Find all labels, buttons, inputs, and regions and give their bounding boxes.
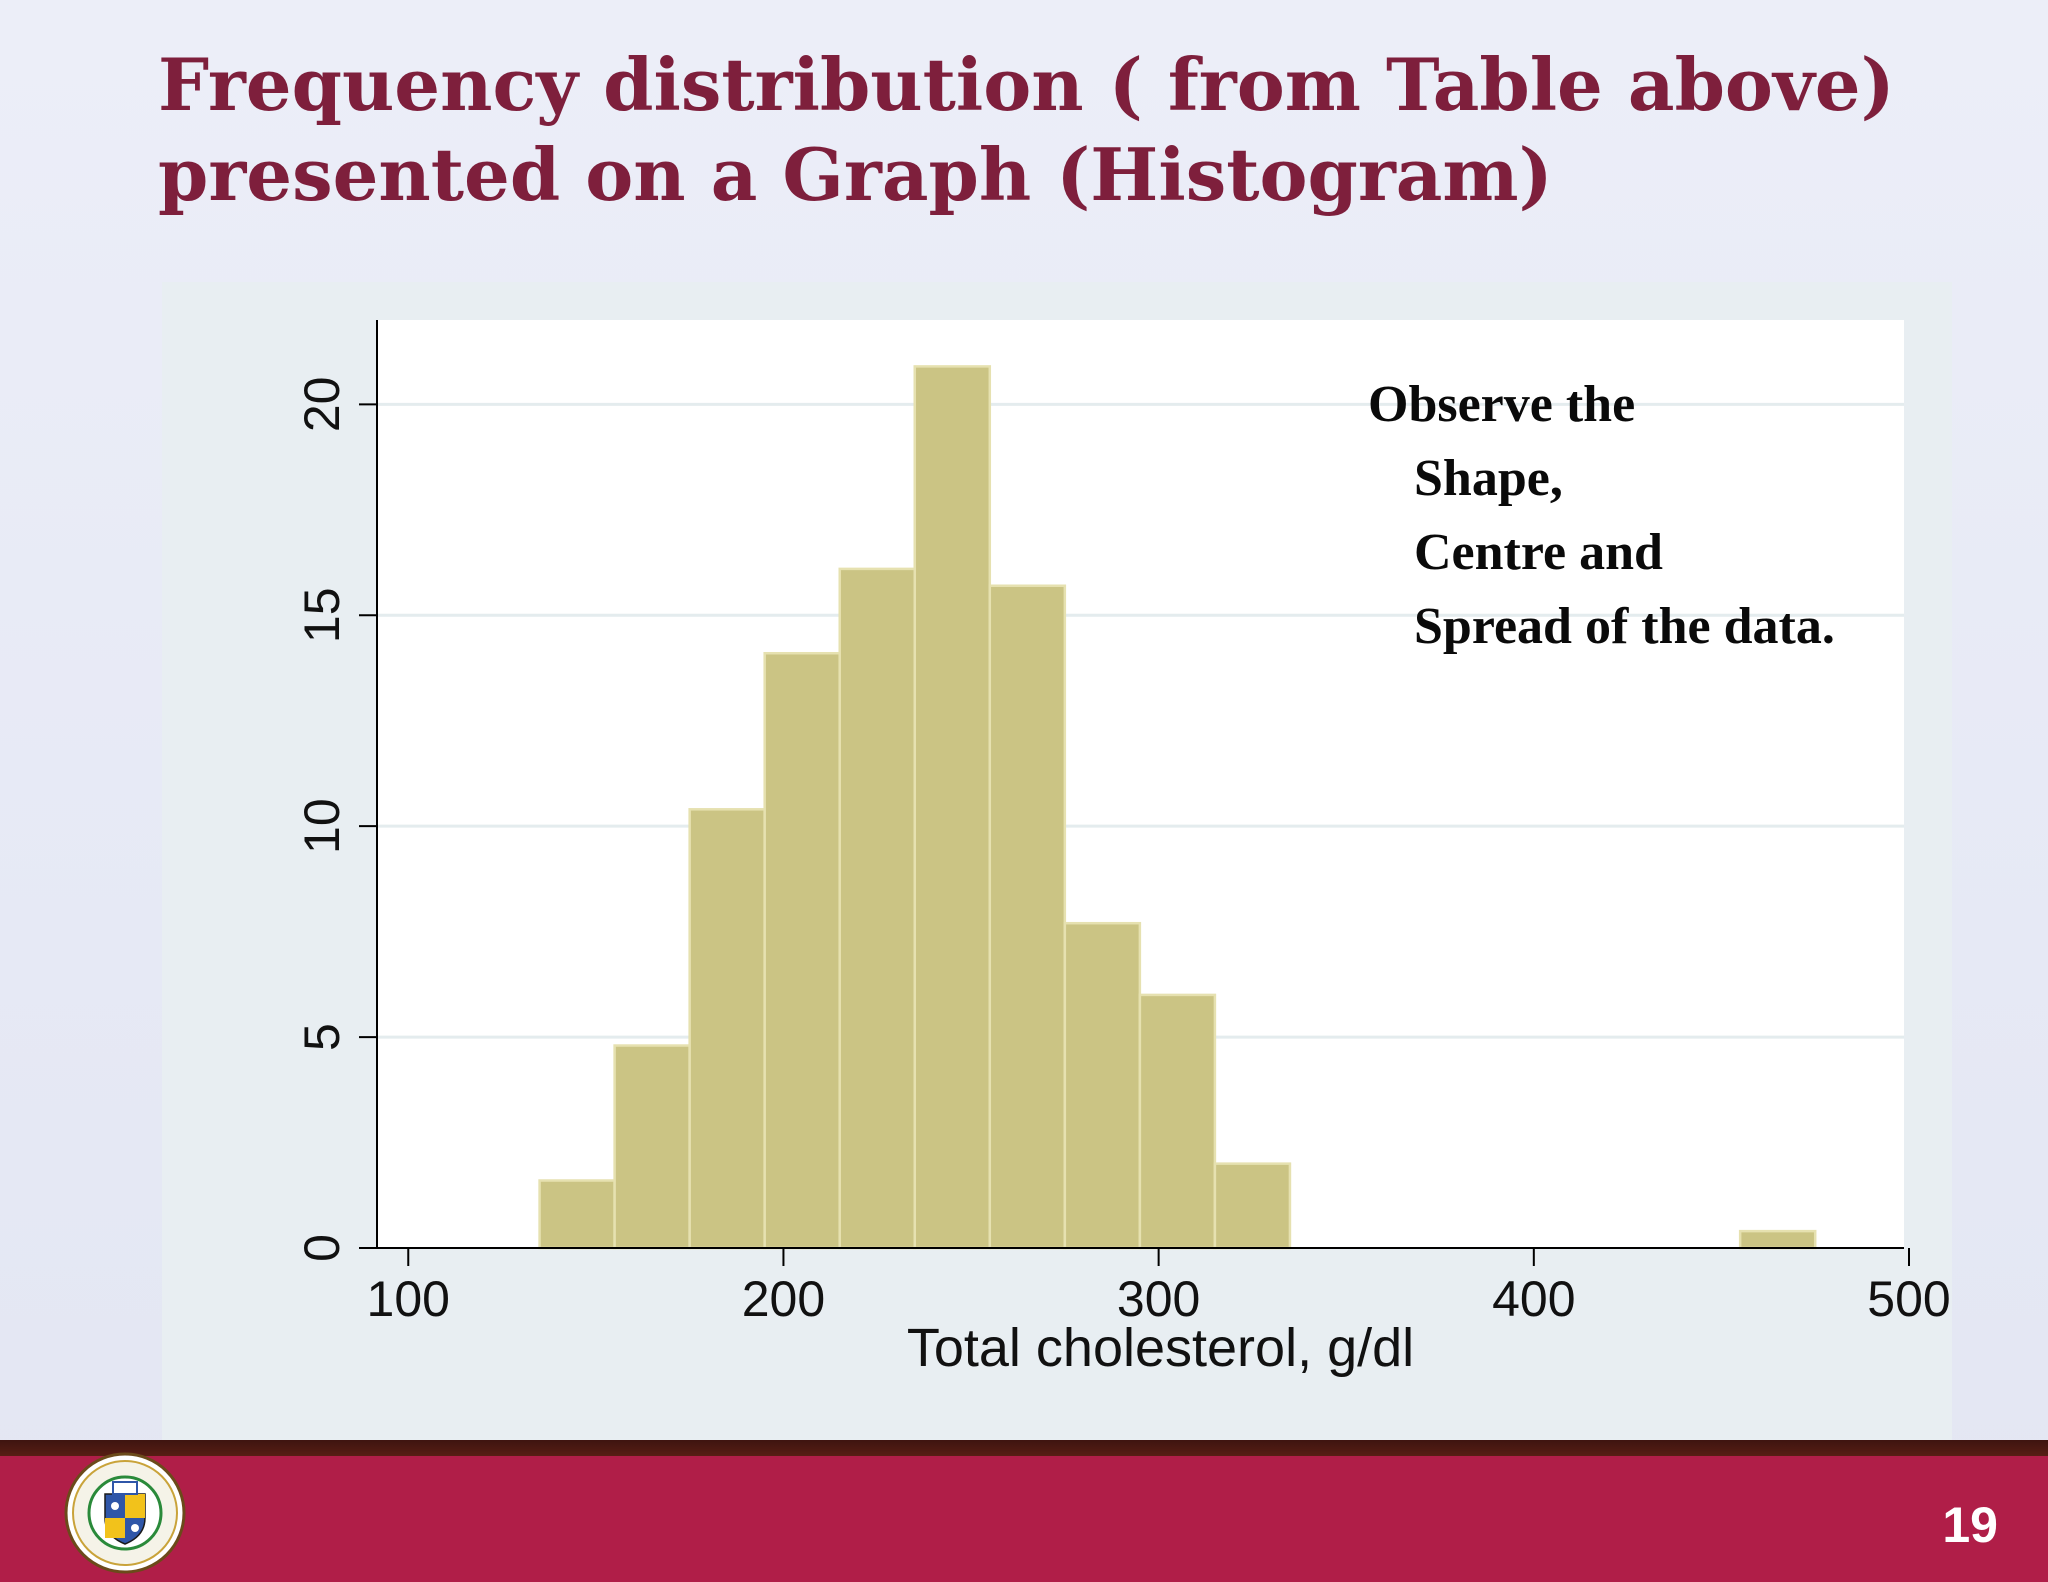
histogram-bar [1138, 993, 1217, 1250]
x-tick-label: 500 [1867, 1271, 1950, 1327]
histogram-bar [538, 1179, 616, 1250]
histogram-bar [763, 651, 841, 1250]
slide-title-line-1: Frequency distribution ( from Table abov… [158, 42, 1895, 127]
histogram-chart: 0 5 10 15 20 100 200 300 400 500 Total cholesterol… [294, 320, 1951, 1378]
chart-panel: 0 5 10 15 20 100 200 300 400 500 Total cholesterol… [162, 282, 1952, 1444]
slide-title-line-2: presented on a Graph (Histogram) [158, 132, 1553, 217]
histogram-bar [1738, 1229, 1817, 1250]
histogram-bar [688, 808, 766, 1250]
histogram-bar [913, 365, 992, 1250]
page-number: 19 [1942, 1497, 1998, 1553]
annotation-line-2: Shape, [1414, 450, 1563, 507]
histogram-bar [1063, 921, 1142, 1250]
annotation-line-1: Observe the [1368, 376, 1636, 433]
chart-annotation: Observe the Shape, Centre and Spread of … [1368, 368, 1835, 664]
x-tick-label: 100 [367, 1271, 450, 1327]
x-axis-title: Total cholesterol, g/dl [907, 1318, 1414, 1378]
y-tick-label: 0 [294, 1234, 350, 1262]
university-logo [64, 1452, 186, 1574]
histogram-bar [838, 567, 917, 1250]
footer-bar [0, 1456, 2048, 1582]
annotation-line-3: Centre and [1414, 524, 1663, 581]
y-tick-label: 5 [294, 1023, 350, 1051]
slide-title: Frequency distribution ( from Table abov… [158, 40, 1958, 220]
histogram-bar [988, 584, 1067, 1250]
histogram-bar [613, 1044, 691, 1250]
y-tick-label: 10 [294, 798, 350, 854]
x-tick-label: 400 [1492, 1271, 1575, 1327]
histogram-bar [1213, 1162, 1292, 1250]
x-tick-label: 200 [742, 1271, 825, 1327]
y-tick-label: 15 [294, 587, 350, 643]
annotation-line-4: Spread of the data. [1414, 598, 1835, 655]
x-tick-label: 300 [1117, 1271, 1200, 1327]
footer-band [0, 1440, 2048, 1458]
y-tick-label: 20 [294, 377, 350, 433]
